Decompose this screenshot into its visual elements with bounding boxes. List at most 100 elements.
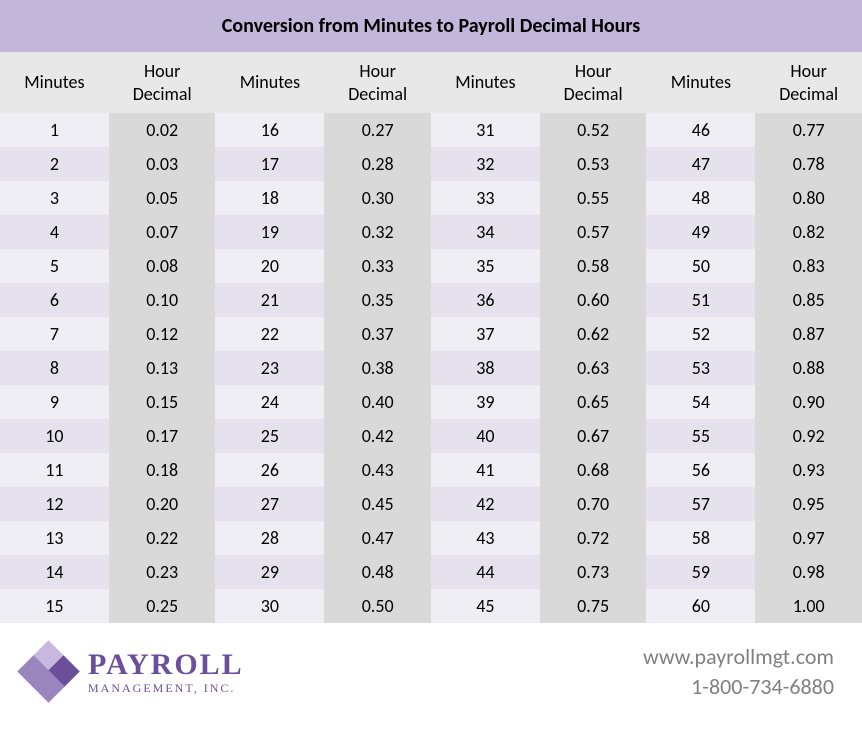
cell-minutes: 35 xyxy=(431,249,540,283)
conversion-table: MinutesHourDecimalMinutesHourDecimalMinu… xyxy=(0,52,862,623)
cell-minutes: 11 xyxy=(0,453,109,487)
cell-hour-decimal: 0.52 xyxy=(540,113,647,147)
cell-hour-decimal: 0.15 xyxy=(109,385,216,419)
cell-minutes: 55 xyxy=(646,419,755,453)
cell-hour-decimal: 0.48 xyxy=(324,555,431,589)
table-row: 20.03170.28320.53470.78 xyxy=(0,147,862,181)
cell-hour-decimal: 0.78 xyxy=(755,147,862,181)
table-row: 60.10210.35360.60510.85 xyxy=(0,283,862,317)
cell-hour-decimal: 0.83 xyxy=(755,249,862,283)
cell-hour-decimal: 0.95 xyxy=(755,487,862,521)
cell-hour-decimal: 0.18 xyxy=(109,453,216,487)
cell-hour-decimal: 0.17 xyxy=(109,419,216,453)
cell-hour-decimal: 0.40 xyxy=(324,385,431,419)
cell-hour-decimal: 0.47 xyxy=(324,521,431,555)
cell-minutes: 58 xyxy=(646,521,755,555)
page-container: Conversion from Minutes to Payroll Decim… xyxy=(0,0,862,713)
cell-hour-decimal: 0.43 xyxy=(324,453,431,487)
cell-minutes: 49 xyxy=(646,215,755,249)
table-row: 40.07190.32340.57490.82 xyxy=(0,215,862,249)
cell-minutes: 21 xyxy=(215,283,324,317)
cell-hour-decimal: 0.60 xyxy=(540,283,647,317)
cell-minutes: 59 xyxy=(646,555,755,589)
cell-minutes: 44 xyxy=(431,555,540,589)
cell-minutes: 15 xyxy=(0,589,109,623)
cell-minutes: 56 xyxy=(646,453,755,487)
cell-hour-decimal: 0.22 xyxy=(109,521,216,555)
cell-minutes: 60 xyxy=(646,589,755,623)
cell-minutes: 36 xyxy=(431,283,540,317)
cell-hour-decimal: 0.23 xyxy=(109,555,216,589)
cell-minutes: 48 xyxy=(646,181,755,215)
cell-hour-decimal: 0.45 xyxy=(324,487,431,521)
cell-minutes: 8 xyxy=(0,351,109,385)
cell-minutes: 30 xyxy=(215,589,324,623)
logo-main-text: PAYROLL xyxy=(88,650,244,680)
cell-minutes: 19 xyxy=(215,215,324,249)
cell-minutes: 25 xyxy=(215,419,324,453)
cell-hour-decimal: 0.42 xyxy=(324,419,431,453)
cell-hour-decimal: 0.35 xyxy=(324,283,431,317)
cell-hour-decimal: 1.00 xyxy=(755,589,862,623)
cell-minutes: 46 xyxy=(646,113,755,147)
cell-minutes: 51 xyxy=(646,283,755,317)
cell-hour-decimal: 0.68 xyxy=(540,453,647,487)
cell-minutes: 47 xyxy=(646,147,755,181)
logo-text: PAYROLL MANAGEMENT, INC. xyxy=(88,650,244,694)
title-bar: Conversion from Minutes to Payroll Decim… xyxy=(0,0,862,52)
contact-phone: 1-800-734-6880 xyxy=(643,672,834,702)
table-row: 120.20270.45420.70570.95 xyxy=(0,487,862,521)
table-body: 10.02160.27310.52460.7720.03170.28320.53… xyxy=(0,113,862,623)
cell-minutes: 54 xyxy=(646,385,755,419)
cell-hour-decimal: 0.98 xyxy=(755,555,862,589)
cell-minutes: 43 xyxy=(431,521,540,555)
cell-minutes: 18 xyxy=(215,181,324,215)
cell-minutes: 22 xyxy=(215,317,324,351)
contact-info: www.payrollmgt.com 1-800-734-6880 xyxy=(643,642,834,701)
cell-hour-decimal: 0.27 xyxy=(324,113,431,147)
cell-hour-decimal: 0.20 xyxy=(109,487,216,521)
cell-minutes: 31 xyxy=(431,113,540,147)
cell-minutes: 53 xyxy=(646,351,755,385)
header-hour-decimal: HourDecimal xyxy=(324,52,431,113)
logo-sub-text: MANAGEMENT, INC. xyxy=(88,682,244,694)
cell-minutes: 42 xyxy=(431,487,540,521)
cell-minutes: 41 xyxy=(431,453,540,487)
cell-hour-decimal: 0.93 xyxy=(755,453,862,487)
cell-hour-decimal: 0.80 xyxy=(755,181,862,215)
table-row: 80.13230.38380.63530.88 xyxy=(0,351,862,385)
cell-hour-decimal: 0.77 xyxy=(755,113,862,147)
cell-hour-decimal: 0.87 xyxy=(755,317,862,351)
header-hour-decimal: HourDecimal xyxy=(755,52,862,113)
cell-hour-decimal: 0.53 xyxy=(540,147,647,181)
cell-hour-decimal: 0.10 xyxy=(109,283,216,317)
cell-minutes: 24 xyxy=(215,385,324,419)
cell-hour-decimal: 0.92 xyxy=(755,419,862,453)
cell-hour-decimal: 0.25 xyxy=(109,589,216,623)
table-row: 70.12220.37370.62520.87 xyxy=(0,317,862,351)
cell-minutes: 37 xyxy=(431,317,540,351)
cell-minutes: 45 xyxy=(431,589,540,623)
cell-minutes: 38 xyxy=(431,351,540,385)
logo-diamonds-icon xyxy=(18,641,80,703)
cell-minutes: 28 xyxy=(215,521,324,555)
cell-hour-decimal: 0.12 xyxy=(109,317,216,351)
cell-minutes: 2 xyxy=(0,147,109,181)
cell-minutes: 13 xyxy=(0,521,109,555)
cell-minutes: 50 xyxy=(646,249,755,283)
cell-hour-decimal: 0.38 xyxy=(324,351,431,385)
table-row: 110.18260.43410.68560.93 xyxy=(0,453,862,487)
table-row: 130.22280.47430.72580.97 xyxy=(0,521,862,555)
cell-minutes: 52 xyxy=(646,317,755,351)
cell-hour-decimal: 0.62 xyxy=(540,317,647,351)
table-row: 90.15240.40390.65540.90 xyxy=(0,385,862,419)
cell-hour-decimal: 0.97 xyxy=(755,521,862,555)
cell-hour-decimal: 0.90 xyxy=(755,385,862,419)
table-header: MinutesHourDecimalMinutesHourDecimalMinu… xyxy=(0,52,862,113)
header-hour-decimal: HourDecimal xyxy=(109,52,216,113)
cell-hour-decimal: 0.07 xyxy=(109,215,216,249)
header-hour-decimal: HourDecimal xyxy=(540,52,647,113)
cell-hour-decimal: 0.37 xyxy=(324,317,431,351)
cell-minutes: 34 xyxy=(431,215,540,249)
cell-hour-decimal: 0.05 xyxy=(109,181,216,215)
